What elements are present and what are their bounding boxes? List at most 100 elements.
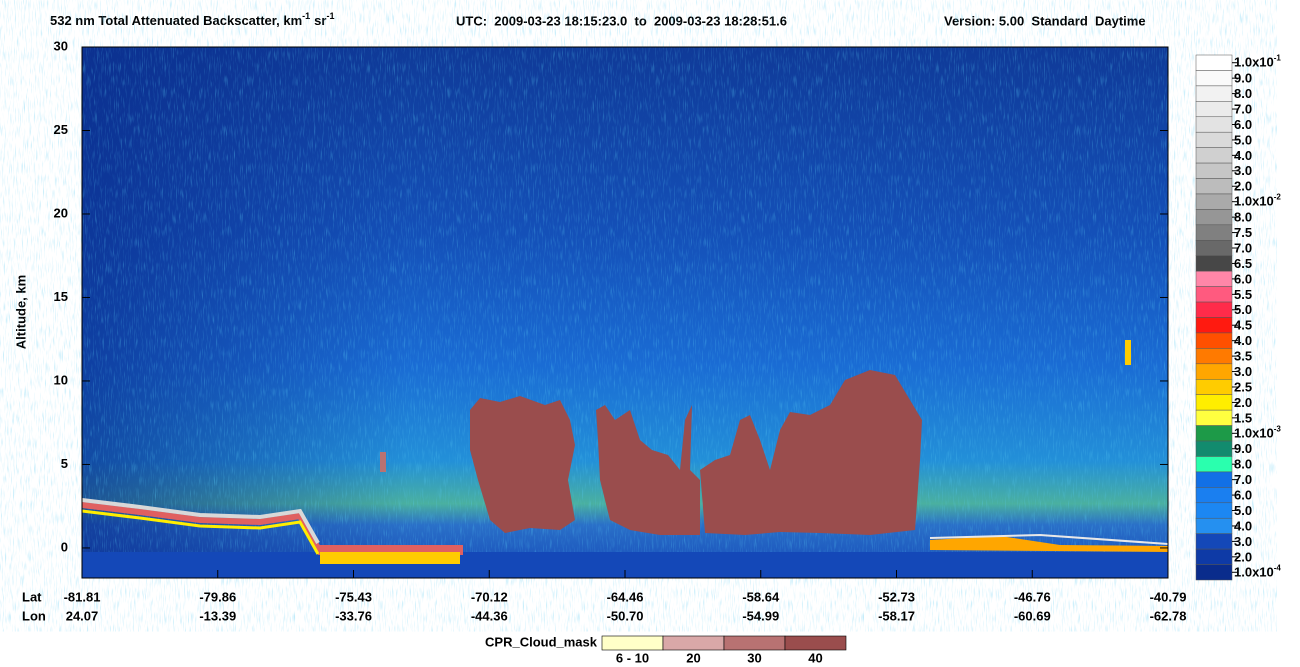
lon-label: -33.76 (335, 608, 372, 623)
lat-label: -46.76 (1014, 589, 1051, 604)
colorbar-swatch (1195, 317, 1233, 334)
title-sup: -1 (302, 11, 310, 21)
colorbar-label: 2.0 (1234, 549, 1252, 564)
colorbar-swatch (1195, 348, 1233, 365)
colorbar-swatch (1195, 564, 1233, 581)
colorbar-label: 6.0 (1234, 271, 1252, 286)
colorbar-swatch (1195, 255, 1233, 272)
cloud (380, 452, 386, 472)
lon-label: -44.36 (471, 608, 508, 623)
colorbar-label: 7.0 (1234, 101, 1252, 116)
colorbar-swatch (1195, 471, 1233, 488)
colorbar-swatch (1195, 116, 1233, 133)
colorbar-label-sup: -4 (1274, 563, 1282, 572)
colorbar-swatch (1195, 301, 1233, 318)
colorbar-label: 4.5 (1234, 318, 1252, 333)
colorbar-swatch (1195, 409, 1233, 426)
colorbar-label: 4.0 (1234, 148, 1252, 163)
colorbar-label: 7.0 (1234, 472, 1252, 487)
title-sup: -1 (326, 11, 334, 21)
title-text: 532 nm Total Attenuated Backscatter, km (50, 13, 302, 28)
colorbar-label-sup: -2 (1274, 193, 1282, 202)
lat-label: -81.81 (64, 589, 101, 604)
colorbar-swatch (1195, 131, 1233, 148)
colorbar-swatch (1195, 286, 1233, 303)
colorbar-swatch (1195, 209, 1233, 226)
lon-label: -50.70 (607, 608, 644, 623)
colorbar-label: 7.5 (1234, 225, 1252, 240)
lat-label: -40.79 (1150, 589, 1187, 604)
plot-area (81, 46, 1169, 579)
lat-label: -58.64 (742, 589, 780, 604)
colorbar-label: 4.0 (1234, 518, 1252, 533)
colorbar-label: 9.0 (1234, 441, 1252, 456)
colorbar-swatch (1195, 85, 1233, 102)
colorbar-label: 3.0 (1234, 364, 1252, 379)
colorbar-swatch (1195, 101, 1233, 118)
colorbar-swatch (1195, 517, 1233, 534)
colorbar-label: 6.5 (1234, 256, 1252, 271)
colorbar-swatch (1195, 379, 1233, 395)
colorbar-label: 1.0x10-4 (1234, 563, 1281, 579)
cloud (700, 370, 922, 535)
colorbar-swatch (1195, 240, 1233, 256)
colorbar-label: 8.0 (1234, 457, 1252, 472)
colorbar-label: 5.0 (1234, 302, 1252, 317)
colorbar-swatch (1195, 363, 1233, 380)
lat-label: -79.86 (199, 589, 236, 604)
colorbar-label: 2.5 (1234, 379, 1252, 394)
mask-legend-label: 30 (747, 650, 761, 665)
colorbar-label: 1.5 (1234, 410, 1252, 425)
colorbar-label-text: 1.0x10 (1234, 426, 1274, 441)
colorbar-swatch (1195, 487, 1233, 504)
surface-return (929, 533, 1169, 545)
y-tick-label: 30 (54, 38, 68, 53)
colorbar-label: 3.0 (1234, 534, 1252, 549)
surface-return (81, 509, 320, 555)
mask-legend-swatch (662, 635, 725, 651)
mask-legend-swatch (601, 635, 664, 651)
colorbar-label: 2.0 (1234, 179, 1252, 194)
colorbar-swatch (1195, 70, 1233, 87)
version: Version: 5.00 Standard Daytime (944, 13, 1146, 28)
colorbar-swatch (1195, 394, 1233, 411)
lon-label: -60.69 (1014, 608, 1051, 623)
colorbar-swatch (1195, 224, 1233, 241)
colorbar-label: 5.0 (1234, 503, 1252, 518)
colorbar-swatch (1195, 147, 1233, 164)
mask-legend-label: 40 (808, 650, 822, 665)
cloud (470, 396, 575, 533)
chart-title: 532 nm Total Attenuated Backscatter, km-… (50, 11, 334, 28)
utc-range: UTC: 2009-03-23 18:15:23.0 to 2009-03-23… (456, 13, 787, 28)
mask-legend-title: CPR_Cloud_mask (485, 634, 598, 649)
cloud (596, 405, 700, 535)
colorbar-swatch (1195, 440, 1233, 457)
colorbar-swatch (1195, 54, 1233, 71)
colorbar-label: 3.5 (1234, 349, 1252, 364)
colorbar-swatch (1195, 162, 1233, 179)
lat-label: -52.73 (878, 589, 915, 604)
surface-return (930, 536, 1168, 552)
surface-return (81, 498, 320, 544)
colorbar-swatch (1195, 502, 1233, 519)
y-axis-label: Altitude, km (13, 275, 28, 349)
colorbar-swatch (1195, 548, 1233, 565)
mask-legend-label: 20 (686, 650, 700, 665)
colorbar-label: 7.0 (1234, 240, 1252, 255)
mask-legend-swatch (784, 635, 847, 651)
lon-label: -62.78 (1150, 608, 1187, 623)
colorbar-swatch (1195, 193, 1233, 210)
colorbar-label-text: 1.0x10 (1234, 55, 1274, 70)
x-row-label: Lon (22, 608, 46, 623)
colorbar-label: 2.0 (1234, 395, 1252, 410)
colorbar-swatch (1195, 178, 1233, 195)
colorbar-label: 6.0 (1234, 117, 1252, 132)
colorbar-label: 9.0 (1234, 71, 1252, 86)
colorbar-label: 5.5 (1234, 287, 1252, 302)
colorbar-swatch (1195, 456, 1233, 473)
colorbar-swatch (1195, 533, 1233, 550)
colorbar-label: 3.0 (1234, 163, 1252, 178)
title-unit: sr (314, 13, 326, 28)
lat-label: -64.46 (607, 589, 644, 604)
